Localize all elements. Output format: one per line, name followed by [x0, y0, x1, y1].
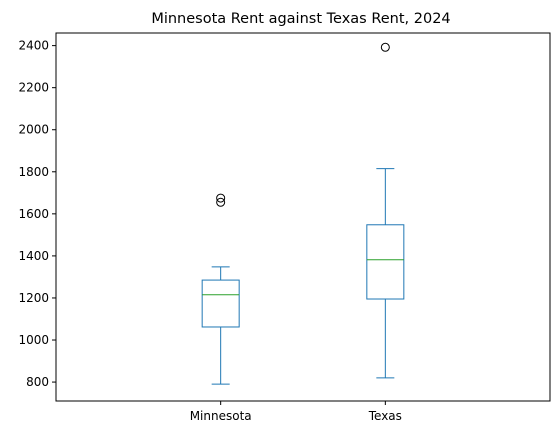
- outlier-point: [216, 197, 226, 207]
- iqr-box: [366, 224, 405, 300]
- axes-frame: [55, 32, 551, 402]
- x-tick-label: Texas: [368, 409, 402, 423]
- box-series-texas: [366, 42, 405, 379]
- x-axis: Minnesota Texas: [190, 401, 402, 423]
- y-tick-label: 1000: [18, 333, 49, 347]
- plot-area: [201, 42, 405, 385]
- y-tick-label: 1200: [18, 291, 49, 305]
- y-tick-label: 1600: [18, 207, 49, 221]
- y-tick-label: 800: [26, 375, 49, 389]
- iqr-box: [201, 279, 240, 328]
- x-tick-label: Minnesota: [190, 409, 252, 423]
- outlier-point: [216, 193, 226, 203]
- y-tick-label: 1800: [18, 165, 49, 179]
- y-tick-label: 2000: [18, 123, 49, 137]
- y-tick-label: 2400: [18, 39, 49, 53]
- y-tick-label: 1400: [18, 249, 49, 263]
- y-tick-label: 2200: [18, 81, 49, 95]
- y-axis: 800 1000 1200 1400 1600 1800 2000 2200 2400: [18, 39, 56, 389]
- chart-title: Minnesota Rent against Texas Rent, 2024: [151, 11, 450, 27]
- box-series-minnesota: [201, 193, 240, 385]
- outlier-point: [380, 42, 390, 52]
